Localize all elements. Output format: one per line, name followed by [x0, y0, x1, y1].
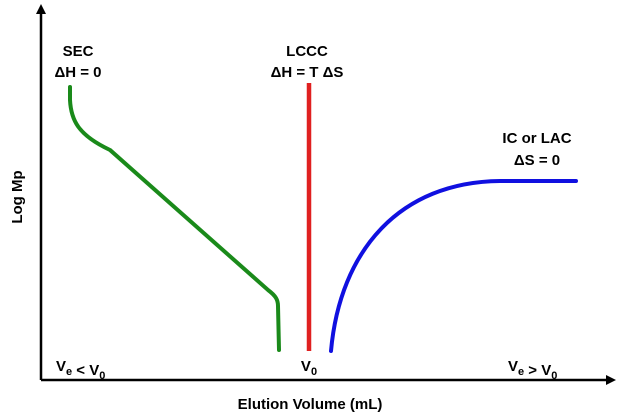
lccc-label: LCCC	[286, 43, 328, 60]
x-tick-center: V0	[301, 358, 317, 378]
x-tick-left: Ve < V0	[56, 358, 105, 382]
y-axis-title: Log Mp	[9, 170, 26, 223]
sec-condition: ΔH = 0	[54, 64, 101, 81]
x-axis-title: Elution Volume (mL)	[238, 396, 383, 413]
lccc-condition: ΔH = T ΔS	[271, 64, 344, 81]
ic-lac-condition: ΔS = 0	[514, 152, 560, 169]
sec-label: SEC	[63, 43, 94, 60]
x-tick-right: Ve > V0	[508, 358, 557, 382]
ic-lac-label: IC or LAC	[502, 130, 571, 147]
ic-lac-curve	[329, 179, 578, 353]
sec-curve	[68, 85, 281, 352]
